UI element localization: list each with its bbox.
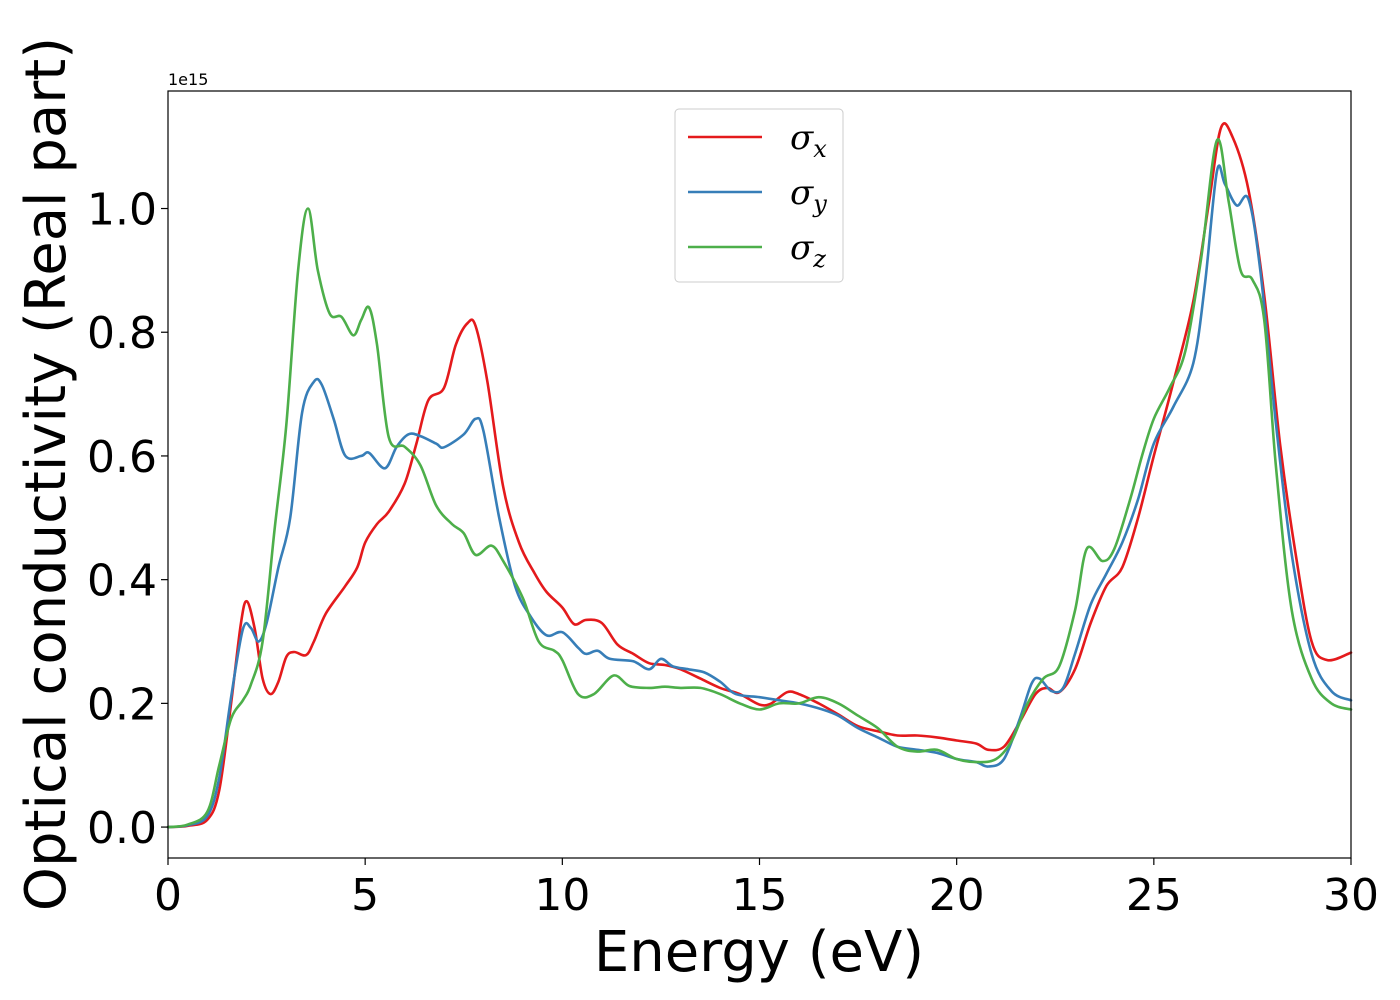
series-line-sigma-y xyxy=(166,164,1353,829)
legend-label-sigma-x: σx xyxy=(790,118,827,163)
y-tick-label: 1.0 xyxy=(87,185,157,236)
series-curves xyxy=(166,122,1353,829)
y-offset-text: 1e15 xyxy=(168,70,208,89)
y-tick-label: 0.2 xyxy=(87,679,157,730)
series-line-sigma-x xyxy=(166,122,1353,829)
legend: σx σy σz xyxy=(674,108,844,283)
y-tick-label: 0.4 xyxy=(87,556,157,607)
series-line-sigma-z xyxy=(166,138,1353,829)
legend-label-sigma-y: σy xyxy=(790,173,827,218)
y-axis-ticks: 0.0 0.2 0.4 0.6 0.8 1.0 xyxy=(87,185,168,854)
x-tick-label: 5 xyxy=(351,870,379,921)
legend-box xyxy=(674,108,844,283)
y-tick-label: 0.8 xyxy=(87,308,157,359)
legend-label-sigma-z: σz xyxy=(790,228,826,273)
x-axis-ticks: 0 5 10 15 20 25 30 xyxy=(154,858,1379,921)
x-tick-label: 25 xyxy=(1126,870,1182,921)
y-axis-title: Optical conductivity (Real part) xyxy=(14,37,79,911)
x-tick-label: 10 xyxy=(534,870,590,921)
y-tick-label: 0.0 xyxy=(87,803,157,854)
x-tick-label: 30 xyxy=(1323,870,1379,921)
x-tick-label: 15 xyxy=(732,870,788,921)
x-tick-label: 20 xyxy=(929,870,985,921)
y-tick-label: 0.6 xyxy=(87,432,157,483)
x-tick-label: 0 xyxy=(154,870,182,921)
x-axis-title: Energy (eV) xyxy=(594,920,924,985)
